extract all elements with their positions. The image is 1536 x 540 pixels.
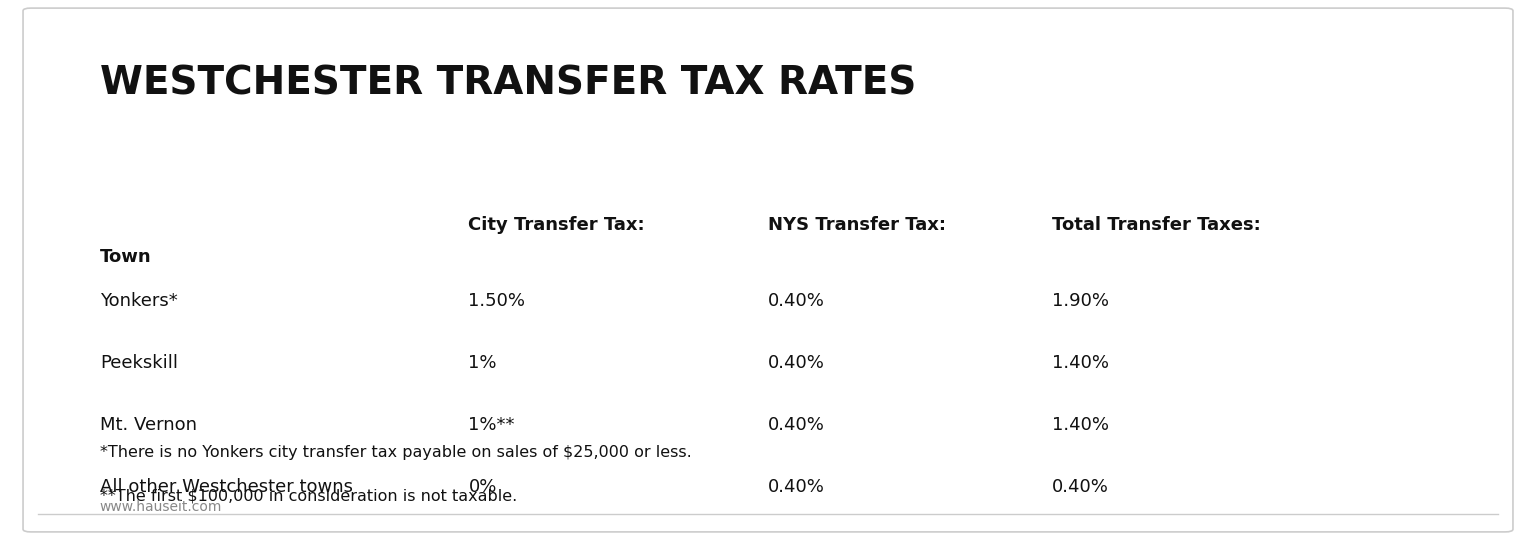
Text: 1.40%: 1.40% — [1052, 416, 1109, 434]
Text: 1%**: 1%** — [468, 416, 515, 434]
Text: 0.40%: 0.40% — [768, 416, 825, 434]
Text: All other Westchester towns: All other Westchester towns — [100, 478, 353, 496]
Text: 0%: 0% — [468, 478, 496, 496]
Text: City Transfer Tax:: City Transfer Tax: — [468, 216, 645, 234]
Text: 0.40%: 0.40% — [1052, 478, 1109, 496]
Text: 1.40%: 1.40% — [1052, 354, 1109, 372]
Text: 0.40%: 0.40% — [768, 292, 825, 309]
Text: 1%: 1% — [468, 354, 498, 372]
Text: Town: Town — [100, 248, 152, 266]
Text: Mt. Vernon: Mt. Vernon — [100, 416, 197, 434]
Text: NYS Transfer Tax:: NYS Transfer Tax: — [768, 216, 946, 234]
Text: 1.50%: 1.50% — [468, 292, 525, 309]
Text: *There is no Yonkers city transfer tax payable on sales of $25,000 or less.: *There is no Yonkers city transfer tax p… — [100, 446, 691, 461]
Text: Peekskill: Peekskill — [100, 354, 178, 372]
Text: Yonkers*: Yonkers* — [100, 292, 178, 309]
Text: 0.40%: 0.40% — [768, 478, 825, 496]
Text: Hauseit: Hauseit — [1441, 126, 1495, 139]
Text: WESTCHESTER TRANSFER TAX RATES: WESTCHESTER TRANSFER TAX RATES — [100, 65, 915, 103]
Text: 0.40%: 0.40% — [768, 354, 825, 372]
FancyBboxPatch shape — [23, 8, 1513, 532]
Text: 1.90%: 1.90% — [1052, 292, 1109, 309]
Text: **The first $100,000 in consideration is not taxable.: **The first $100,000 in consideration is… — [100, 489, 518, 504]
Text: Total Transfer Taxes:: Total Transfer Taxes: — [1052, 216, 1261, 234]
Text: www.hauseit.com: www.hauseit.com — [100, 500, 223, 514]
